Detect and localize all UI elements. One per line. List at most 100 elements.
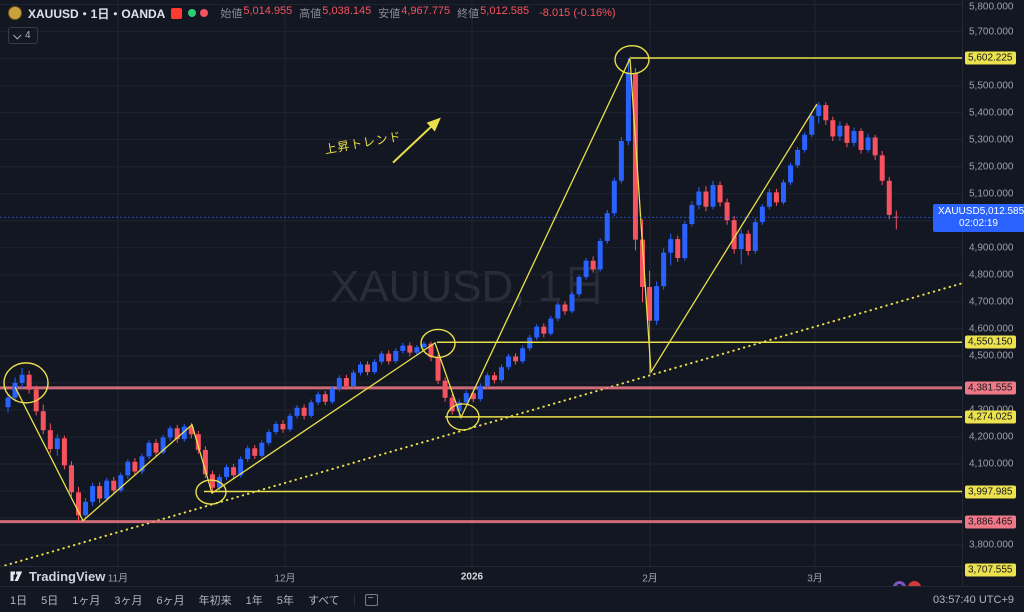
- candle-body: [816, 105, 822, 116]
- range-button[interactable]: 5日: [41, 594, 59, 607]
- candle-body: [238, 459, 244, 476]
- candle-body: [491, 375, 497, 381]
- symbol-watermark: XAUUSD, 1日: [329, 262, 607, 311]
- price-axis-label: 5,700.000: [969, 26, 1014, 38]
- candle-body: [435, 357, 441, 381]
- candle-body: [696, 191, 702, 206]
- circle-annotation[interactable]: [3, 362, 49, 404]
- candle-body: [301, 407, 307, 416]
- candle-body: [773, 192, 779, 203]
- price-axis-label: 4,200.000: [969, 431, 1014, 443]
- candle-body: [365, 364, 371, 373]
- last-price-badge[interactable]: XAUUSD 5,012.585 02:02:19: [933, 204, 1024, 233]
- candle-body: [5, 397, 11, 408]
- range-button[interactable]: 6ヶ月: [156, 594, 185, 607]
- chart-plot-area[interactable]: XAUUSD, 1日 上昇トレンド XAUUSD・1日・OANDA 始値 5,01…: [0, 0, 962, 584]
- symbol-title[interactable]: XAUUSD・1日・OANDA: [28, 6, 166, 21]
- candle-body: [379, 353, 385, 362]
- candle-body: [823, 105, 829, 121]
- badge-symbol: XAUUSD: [938, 206, 980, 218]
- price-axis-label: 4,900.000: [969, 242, 1014, 254]
- candle-body: [83, 501, 89, 516]
- toolbar-divider: [353, 593, 355, 606]
- dotted-trendline[interactable]: [0, 282, 962, 566]
- candle-body: [47, 430, 53, 450]
- candle-body: [830, 120, 836, 137]
- candle-body: [428, 343, 434, 358]
- candle-body: [499, 367, 504, 381]
- clock-timezone-button[interactable]: 03:57:40 UTC+9: [932, 593, 1014, 606]
- time-axis[interactable]: 11月 12月 2026 2月 3月: [0, 566, 962, 586]
- candle-body: [640, 239, 645, 287]
- candle-body: [245, 448, 251, 460]
- go-to-date-icon[interactable]: [364, 593, 378, 606]
- candlestick-chart[interactable]: [0, 0, 962, 566]
- price-level-label[interactable]: 3,886.465: [965, 515, 1016, 529]
- ohlc-values: 始値 5,014.955 高値 5,038.145 安値 4,967.775 終値 5,012…: [220, 5, 529, 21]
- price-level-label[interactable]: 5,602.225: [965, 51, 1016, 65]
- time-axis-label[interactable]: 2月: [642, 573, 658, 584]
- range-button[interactable]: 3ヶ月: [114, 594, 143, 607]
- ohlc-label: 高値: [299, 8, 322, 20]
- price-axis[interactable]: XAUUSD 5,012.585 02:02:19 5,800.000 5,700…: [933, 0, 1024, 586]
- candle-body: [506, 356, 512, 368]
- time-axis-label[interactable]: 11月: [107, 573, 129, 584]
- range-button[interactable]: 1日: [10, 594, 28, 607]
- candle-body: [879, 155, 885, 181]
- price-axis-label: 5,800.000: [969, 1, 1014, 13]
- circle-annotation[interactable]: [614, 44, 650, 75]
- candle-body: [393, 350, 399, 362]
- candle-body: [661, 252, 667, 287]
- candle-body: [280, 423, 286, 430]
- time-axis-label[interactable]: 3月: [807, 573, 823, 584]
- bar-countdown: 02:02:19: [959, 218, 998, 230]
- candle-body: [710, 185, 716, 207]
- candle-body: [26, 374, 32, 390]
- circle-annotation[interactable]: [446, 403, 480, 431]
- time-axis-label[interactable]: 2026: [460, 571, 484, 582]
- price-axis-label: 5,200.000: [969, 161, 1014, 173]
- price-axis-label: 4,300.000: [969, 404, 1014, 415]
- ohlc-value: 5,014.955: [243, 5, 293, 17]
- drawings-collapse-button[interactable]: 4: [8, 27, 38, 44]
- candle-body: [562, 304, 568, 312]
- range-button[interactable]: 1ヶ月: [72, 594, 101, 607]
- candle-body: [167, 428, 173, 438]
- candle-body: [632, 73, 638, 240]
- candle-body: [590, 260, 596, 270]
- circle-annotation[interactable]: [420, 328, 456, 359]
- candle-body: [470, 393, 476, 400]
- zigzag-trendline[interactable]: [14, 56, 818, 522]
- tradingview-logo-icon: [10, 571, 23, 581]
- candle-body: [844, 125, 850, 143]
- arrow-annotation[interactable]: [392, 117, 441, 164]
- candle-body: [329, 388, 335, 402]
- price-level-label[interactable]: 4,274.025: [965, 410, 1016, 424]
- candle-body: [548, 318, 554, 334]
- range-button[interactable]: すべて: [307, 594, 340, 607]
- price-level-label[interactable]: 4,381.555: [965, 381, 1016, 395]
- candle-body: [19, 374, 25, 383]
- time-axis-label[interactable]: 12月: [274, 573, 296, 584]
- candle-body: [118, 475, 124, 491]
- price-axis-label: 3,800.000: [969, 539, 1014, 551]
- candle-body: [802, 134, 808, 150]
- tradingview-logo-text: TradingView: [29, 568, 106, 584]
- candle-body: [153, 442, 159, 453]
- price-level-label[interactable]: 3,707.555: [965, 563, 1016, 577]
- range-button[interactable]: 1年: [245, 594, 263, 607]
- market-status-icon: [188, 9, 197, 17]
- circle-annotation[interactable]: [195, 479, 227, 505]
- price-level-label[interactable]: 4,550.150: [965, 335, 1016, 349]
- range-button[interactable]: 年初来: [198, 594, 232, 607]
- candle-body: [795, 149, 801, 166]
- price-axis-label: 5,500.000: [969, 80, 1014, 92]
- range-button[interactable]: 5年: [276, 594, 294, 607]
- candle-body: [576, 276, 582, 295]
- candle-body: [541, 326, 547, 334]
- candle-body: [132, 461, 138, 472]
- candle-body: [139, 456, 145, 472]
- price-level-label[interactable]: 3,997.985: [965, 485, 1016, 499]
- delayed-data-icon: [200, 9, 209, 17]
- tradingview-logo[interactable]: TradingView: [8, 568, 105, 584]
